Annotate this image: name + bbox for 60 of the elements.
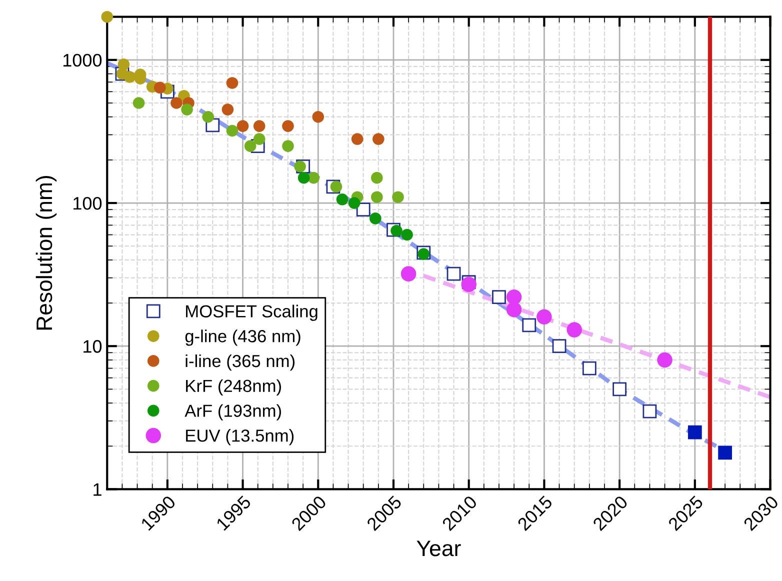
point [718, 446, 732, 460]
legend-label: ArF (193nm) [184, 404, 281, 420]
point [552, 339, 566, 354]
point [506, 302, 522, 318]
point [401, 228, 413, 241]
point [522, 318, 536, 332]
point [308, 172, 320, 184]
point [222, 104, 234, 116]
point [101, 10, 114, 23]
point [370, 212, 382, 224]
point [351, 133, 364, 145]
point [202, 110, 214, 123]
point [688, 425, 702, 440]
point [124, 71, 136, 83]
point [253, 133, 266, 145]
y-tick-label: 10 [84, 340, 102, 353]
point [132, 97, 145, 109]
point [330, 180, 342, 193]
point [226, 124, 238, 137]
point [642, 404, 657, 418]
y-tick-label: 1 [94, 483, 102, 496]
point [566, 322, 582, 338]
point [371, 172, 383, 184]
point [372, 133, 384, 145]
point [371, 191, 383, 203]
point [582, 361, 596, 376]
legend-label: MOSFET Scaling [186, 304, 318, 321]
point [282, 120, 294, 132]
y-tick-label: 100 [74, 196, 102, 210]
point [226, 77, 238, 89]
point [461, 276, 476, 292]
point [446, 266, 461, 281]
point [294, 160, 306, 172]
point [390, 224, 402, 237]
legend-label: KrF (248nm) [186, 379, 281, 396]
point [154, 82, 166, 94]
point [492, 290, 506, 304]
point [392, 191, 404, 203]
point [400, 266, 416, 282]
point [170, 97, 182, 109]
point [253, 120, 266, 132]
point [657, 352, 672, 368]
point [236, 120, 249, 132]
point [298, 172, 310, 184]
point [418, 248, 430, 260]
point [336, 193, 348, 206]
legend-label: i-line (365 nm) [186, 354, 295, 371]
point [348, 197, 360, 209]
legend-label: EUV (13.5nm) [186, 429, 294, 446]
point [536, 309, 552, 325]
point [244, 140, 256, 152]
point [181, 104, 193, 116]
point [356, 202, 370, 217]
point [612, 382, 626, 396]
point [312, 110, 324, 123]
legend-label: g-line (436 nm) [185, 330, 300, 346]
y-tick-label: 1000 [63, 54, 102, 67]
y-axis-title: Resolution (nm) [36, 176, 57, 330]
point [282, 140, 294, 152]
x-axis-title: Year [416, 540, 461, 556]
